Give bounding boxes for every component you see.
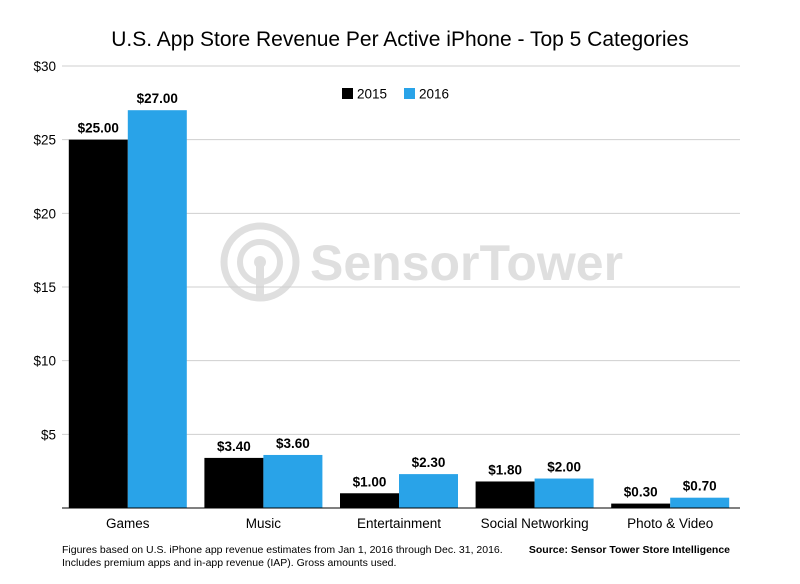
- legend-label-2015: 2015: [357, 87, 387, 102]
- bar-2015-photo-video: [611, 503, 671, 508]
- bar-2015-entertainment: [340, 493, 399, 508]
- data-label: $2.30: [412, 455, 446, 470]
- y-tick-label: $10: [33, 354, 56, 369]
- y-tick-label: $15: [33, 280, 56, 295]
- sensor-tower-logo-icon: [220, 222, 300, 302]
- y-tick-label: $20: [33, 206, 56, 221]
- legend-label-2016: 2016: [419, 87, 449, 102]
- data-label: $3.60: [276, 436, 310, 451]
- bar-2015-games: [68, 139, 128, 508]
- bar-2016-photo-video: [670, 497, 730, 508]
- chart-title: U.S. App Store Revenue Per Active iPhone…: [111, 28, 688, 51]
- legend: 2015 2016: [342, 87, 449, 102]
- legend-swatch-2016: [404, 88, 415, 99]
- watermark: SensorTower: [220, 222, 623, 302]
- data-label: $3.40: [217, 439, 251, 454]
- y-tick-label: $25: [33, 133, 56, 148]
- data-label: $2.00: [547, 460, 581, 475]
- x-tick-label: Photo & Video: [627, 516, 713, 531]
- footnote-line-2: Includes premium apps and in-app revenue…: [62, 557, 397, 569]
- x-tick-label: Music: [246, 516, 282, 531]
- x-tick-label: Games: [106, 516, 150, 531]
- bar-2016-games: [127, 110, 187, 508]
- x-tick-label: Entertainment: [357, 516, 441, 531]
- data-label: $1.00: [353, 474, 387, 489]
- footnote: Figures based on U.S. iPhone app revenue…: [62, 544, 503, 570]
- data-label: $1.80: [488, 462, 522, 477]
- legend-swatch-2015: [342, 88, 353, 99]
- source-credit: Source: Sensor Tower Store Intelligence: [528, 544, 730, 556]
- data-label: $0.70: [683, 479, 717, 494]
- bar-chart: U.S. App Store Revenue Per Active iPhone…: [33, 28, 740, 531]
- bar-2016-music: [263, 454, 323, 508]
- data-label: $0.30: [624, 485, 658, 500]
- bar-2015-social-networking: [475, 481, 535, 508]
- data-label: $25.00: [78, 121, 119, 136]
- watermark-text: SensorTower: [310, 235, 623, 291]
- data-label: $27.00: [137, 91, 178, 106]
- footnote-line-1: Figures based on U.S. iPhone app revenue…: [62, 544, 503, 556]
- x-tick-label: Social Networking: [481, 516, 589, 531]
- y-tick-label: $30: [33, 59, 56, 74]
- y-tick-label: $5: [41, 427, 56, 442]
- bar-2015-music: [204, 457, 264, 508]
- bar-2016-social-networking: [534, 478, 594, 508]
- bar-2016-entertainment: [399, 474, 458, 508]
